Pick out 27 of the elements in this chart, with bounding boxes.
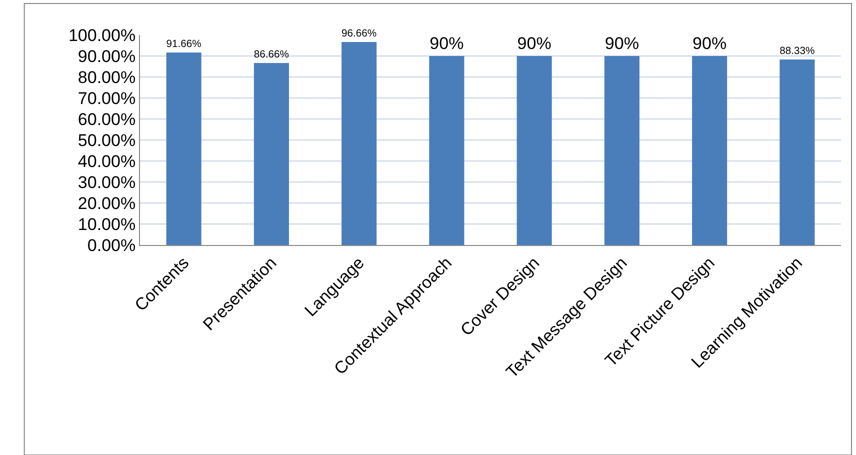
y-tick-label: 70.00% bbox=[78, 88, 136, 108]
bar bbox=[692, 56, 728, 245]
y-tick-label: 80.00% bbox=[78, 68, 136, 87]
data-label: 86.66% bbox=[254, 50, 289, 61]
data-label: 90% bbox=[604, 34, 639, 53]
y-tick-label: 0.00% bbox=[87, 236, 136, 255]
data-label: 91.66% bbox=[166, 39, 202, 50]
bar bbox=[780, 60, 815, 245]
y-tick-label: 100.00% bbox=[68, 26, 136, 45]
y-tick-label: 10.00% bbox=[78, 214, 136, 234]
data-label: 90% bbox=[430, 34, 464, 53]
data-label: 90% bbox=[692, 34, 727, 53]
data-label: 96.66% bbox=[342, 28, 377, 40]
y-tick-label: 30.00% bbox=[78, 172, 136, 192]
y-tick-label: 90.00% bbox=[78, 46, 136, 66]
bar bbox=[516, 56, 552, 245]
data-label: 90% bbox=[517, 34, 552, 53]
y-tick-label: 60.00% bbox=[78, 110, 136, 129]
data-label: 88.33% bbox=[780, 46, 815, 58]
bar bbox=[342, 42, 377, 245]
bar bbox=[166, 52, 202, 245]
y-tick-label: 20.00% bbox=[78, 194, 136, 213]
bar bbox=[429, 56, 464, 245]
y-tick-label: 40.00% bbox=[78, 152, 136, 171]
y-tick-label: 50.00% bbox=[78, 130, 136, 150]
bar bbox=[254, 63, 289, 245]
bar bbox=[604, 56, 640, 245]
